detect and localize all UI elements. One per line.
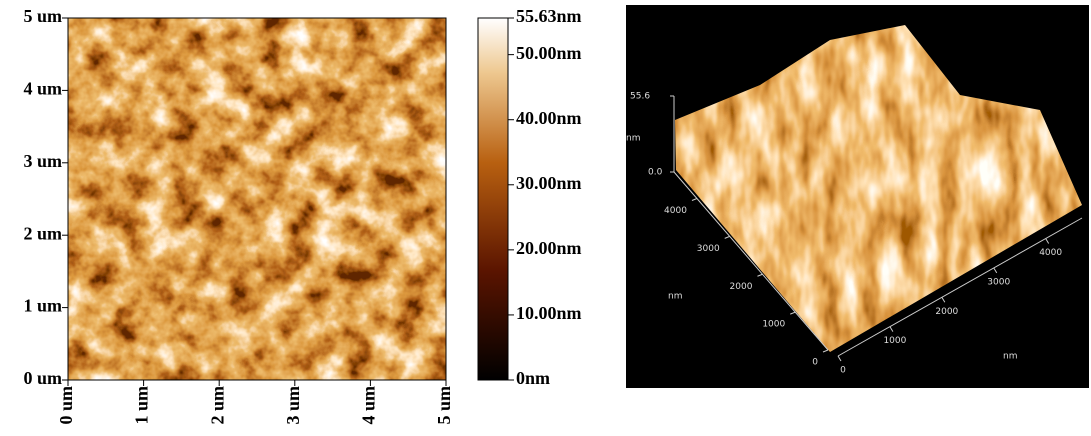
y-tick — [822, 349, 829, 353]
axis-line — [673, 171, 829, 351]
colorbar-label: 10.00nm — [516, 303, 582, 323]
y-tick-label: 0 um — [23, 368, 62, 388]
y-axis-label: nm — [668, 292, 682, 302]
z-tick-label: 55.6 — [630, 92, 650, 102]
x-tick-label: 3000 — [987, 277, 1010, 287]
x-tick-label: 5 um — [434, 386, 454, 425]
x-axis-label: nm — [1003, 352, 1017, 362]
z-tick-label: 0.0 — [648, 168, 663, 178]
colorbar-label: 30.00nm — [516, 173, 582, 193]
y-tick — [757, 273, 763, 277]
x-tick-label: 4 um — [359, 386, 379, 425]
x-tick-label: 0 — [840, 366, 846, 376]
y-tick-label: 3000 — [697, 244, 720, 254]
plot-frame — [67, 17, 447, 381]
x-tick-label: 0 um — [56, 386, 76, 425]
y-tick-label: 2 um — [23, 223, 62, 243]
x-tick — [837, 355, 842, 362]
x-tick — [993, 267, 998, 274]
y-tick-label: 0 — [812, 358, 818, 368]
x-tick — [1045, 238, 1050, 244]
colorbar-label: 55.63nm — [516, 6, 582, 26]
x-tick-label: 1000 — [883, 336, 906, 346]
y-tick-label: 4000 — [664, 206, 687, 216]
colorbar-label: 0nm — [516, 368, 550, 388]
colorbar — [477, 17, 509, 381]
x-tick-label: 3 um — [283, 386, 303, 425]
y-tick — [790, 311, 796, 315]
colorbar-label: 20.00nm — [516, 238, 582, 258]
afm-image — [68, 18, 446, 380]
x-tick — [941, 297, 946, 303]
colorbar-label: 50.00nm — [516, 43, 582, 63]
x-tick-label: 4000 — [1039, 248, 1062, 258]
y-tick-label: 4 um — [23, 79, 62, 99]
colorbar-label: 40.00nm — [516, 108, 582, 128]
x-tick-label: 2 um — [207, 386, 227, 425]
y-tick — [691, 198, 698, 201]
y-tick-label: 2000 — [730, 282, 753, 292]
z-axis-label: nm — [626, 134, 640, 144]
x-tick — [889, 326, 894, 332]
x-tick-label: 2000 — [935, 307, 958, 317]
y-tick-label: 1 um — [23, 296, 62, 316]
y-tick-label: 5 um — [23, 6, 62, 26]
y-tick-label: 3 um — [23, 151, 62, 171]
x-tick-label: 1 um — [132, 386, 152, 425]
y-tick — [724, 235, 730, 239]
axis-line — [837, 217, 1083, 357]
y-tick-label: 1000 — [762, 320, 785, 330]
